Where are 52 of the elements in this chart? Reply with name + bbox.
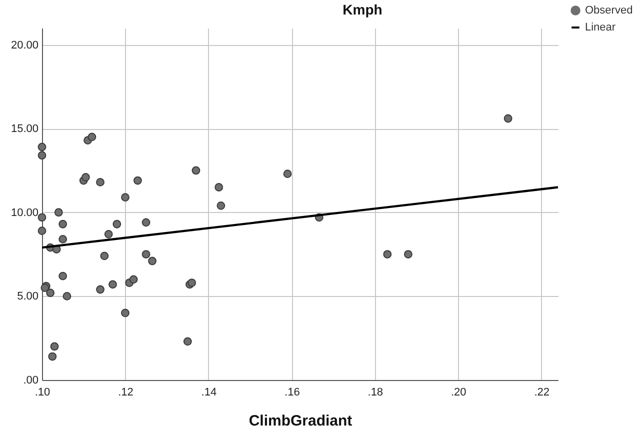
x-tick-label: .22: [534, 386, 550, 398]
point: [192, 166, 200, 175]
point: [46, 288, 55, 298]
point: [188, 278, 196, 287]
y-tick-label: .00: [23, 374, 38, 386]
point: [88, 132, 96, 142]
point: [58, 235, 68, 244]
point: [142, 250, 150, 258]
point: [214, 183, 224, 192]
point: [121, 308, 130, 318]
y-tick-label: 20.00: [10, 39, 38, 52]
point: [50, 342, 59, 351]
point: [62, 292, 72, 300]
point: [112, 220, 122, 228]
point: [108, 280, 117, 289]
x-tick-label: .10: [34, 386, 50, 398]
point: [142, 218, 150, 227]
point: [121, 193, 130, 202]
point: [216, 201, 226, 210]
point: [183, 337, 192, 346]
point: [81, 172, 90, 182]
point: [504, 114, 512, 123]
point: [48, 352, 57, 361]
point: [148, 256, 156, 266]
x-tick-label: .20: [450, 386, 466, 398]
point: [96, 285, 104, 294]
point: [38, 226, 46, 236]
y-tick-label: 5.00: [17, 290, 38, 303]
point: [38, 151, 46, 160]
legend-label: Observed: [585, 4, 633, 16]
point: [38, 142, 46, 152]
point: [54, 208, 63, 217]
x-tick-label: .18: [368, 386, 384, 398]
point: [96, 178, 104, 186]
point: [38, 213, 46, 222]
y-axis-title: Kmph: [342, 2, 382, 18]
point: [129, 275, 138, 284]
x-axis-title: ClimbGradiant: [248, 412, 352, 426]
point: [383, 250, 392, 258]
point: [58, 272, 68, 280]
x-tick-label: .16: [284, 386, 300, 398]
x-tick-label: .14: [201, 386, 217, 398]
point: [100, 252, 109, 260]
legend-label: Linear: [585, 22, 616, 34]
point: [58, 220, 68, 228]
point: [283, 170, 292, 178]
point: [104, 230, 113, 238]
point: [404, 250, 412, 258]
point: [134, 176, 142, 185]
x-tick-label: .12: [118, 386, 134, 398]
y-tick-label: 10.00: [10, 206, 38, 219]
y-tick-label: 15.00: [10, 123, 38, 136]
